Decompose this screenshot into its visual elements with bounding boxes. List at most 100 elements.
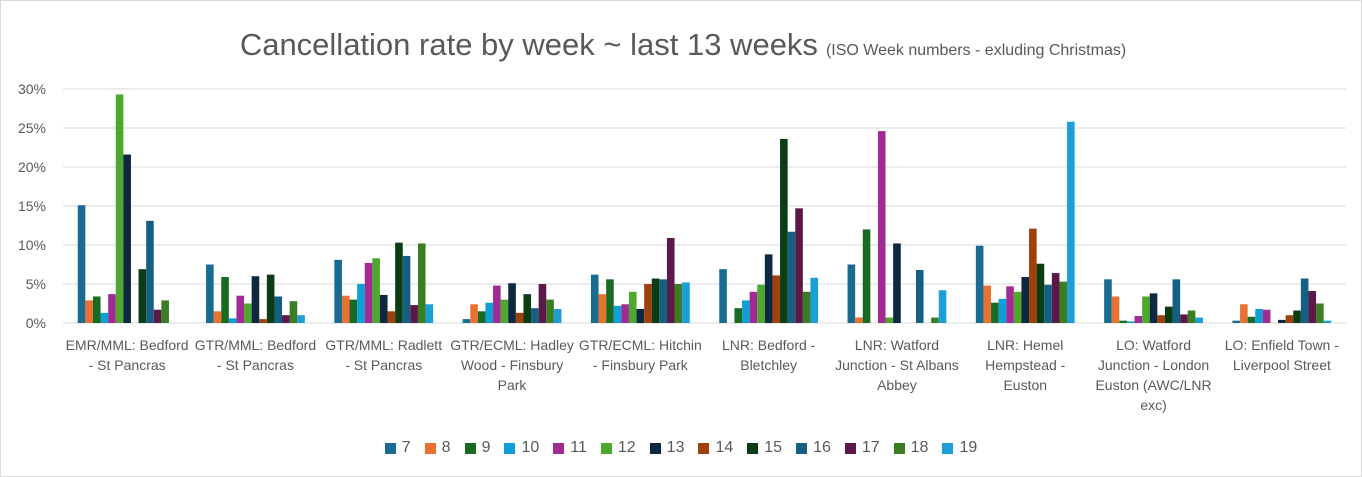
bar	[590, 274, 599, 323]
bar	[282, 315, 290, 323]
bar	[810, 277, 819, 323]
bar	[742, 300, 750, 323]
bar	[915, 269, 924, 323]
bar	[1059, 281, 1068, 323]
bar	[1164, 306, 1173, 323]
bar	[1051, 273, 1060, 323]
bar	[372, 258, 380, 323]
bar	[213, 311, 222, 323]
bar	[1111, 296, 1120, 323]
bar	[606, 279, 614, 323]
bar	[855, 317, 863, 323]
bar	[983, 285, 992, 323]
x-tick-label: LNR: Watford Junction - St Albans Abbey	[835, 337, 959, 393]
bar	[877, 131, 886, 323]
legend-label: 16	[813, 439, 831, 456]
legend-item: 12	[600, 439, 636, 457]
legend-label: 12	[617, 439, 636, 456]
bar	[531, 308, 539, 323]
bar	[644, 284, 652, 323]
x-tick-label: GTR/MML: Bedford - St Pancras	[194, 337, 317, 373]
bar	[1300, 278, 1309, 323]
bar	[1187, 310, 1196, 323]
y-tick-label: 25%	[18, 120, 46, 136]
bar	[991, 302, 999, 323]
bar	[734, 308, 743, 323]
bar	[387, 311, 396, 323]
bar	[244, 303, 252, 323]
bar	[357, 284, 365, 323]
bar	[100, 312, 109, 323]
bar	[1134, 315, 1143, 323]
bar	[493, 285, 501, 323]
legend-label: 9	[481, 439, 491, 456]
bar	[1262, 309, 1271, 323]
legend-item: 17	[844, 439, 880, 457]
legend-label: 7	[401, 439, 411, 456]
bar	[938, 290, 947, 323]
bar	[1293, 310, 1301, 323]
bar	[674, 284, 683, 323]
bar	[485, 302, 494, 323]
bar	[795, 208, 803, 323]
bar	[847, 264, 856, 323]
bar	[395, 242, 403, 323]
bar	[146, 220, 154, 323]
y-tick-label: 20%	[18, 159, 46, 175]
bar	[1157, 315, 1165, 323]
bar	[462, 319, 471, 323]
legend-item: 14	[698, 439, 733, 457]
bar	[885, 317, 894, 323]
legend-label: 8	[441, 439, 451, 456]
bar	[334, 259, 342, 323]
bar	[787, 231, 796, 323]
bar	[757, 284, 765, 323]
bar	[221, 276, 229, 323]
bar	[931, 317, 939, 323]
bar	[1247, 316, 1256, 323]
bar	[1232, 320, 1241, 323]
bar	[500, 299, 509, 323]
bar	[515, 312, 524, 323]
bar	[893, 243, 901, 323]
legend-item: 16	[796, 439, 831, 457]
bar	[666, 237, 675, 323]
legend-item: 11	[553, 439, 587, 457]
bar	[1067, 121, 1075, 323]
bar	[259, 319, 267, 323]
legend-label: 14	[715, 439, 734, 456]
bar	[802, 291, 811, 323]
bar	[477, 311, 486, 323]
bar	[553, 308, 562, 323]
bar	[289, 301, 298, 323]
bar	[1006, 286, 1014, 323]
bar	[1013, 291, 1022, 323]
legend-item: 8	[424, 439, 451, 457]
bar	[1180, 314, 1188, 323]
legend-label: 11	[570, 439, 587, 456]
legend-swatch	[384, 442, 396, 454]
legend-swatch	[464, 442, 476, 454]
bar	[508, 283, 516, 323]
bar	[364, 262, 373, 323]
legend-item: 7	[384, 439, 411, 457]
legend-swatch	[698, 442, 710, 454]
legend-item: 19	[942, 439, 977, 457]
y-tick-label: 10%	[18, 237, 46, 253]
bar	[613, 305, 622, 323]
bar	[1285, 315, 1294, 323]
bar	[349, 299, 358, 323]
bar	[1195, 317, 1203, 323]
legend-swatch	[504, 442, 516, 454]
subtitle: (ISO Week numbers - exluding Christmas)	[826, 42, 1126, 59]
bar	[1240, 304, 1248, 323]
bar	[1323, 320, 1332, 323]
bar	[470, 304, 478, 323]
legend-swatch	[553, 442, 565, 454]
legend-swatch	[942, 442, 954, 454]
legend-label: 19	[959, 439, 978, 456]
bar	[1142, 296, 1150, 323]
bar	[523, 294, 532, 323]
